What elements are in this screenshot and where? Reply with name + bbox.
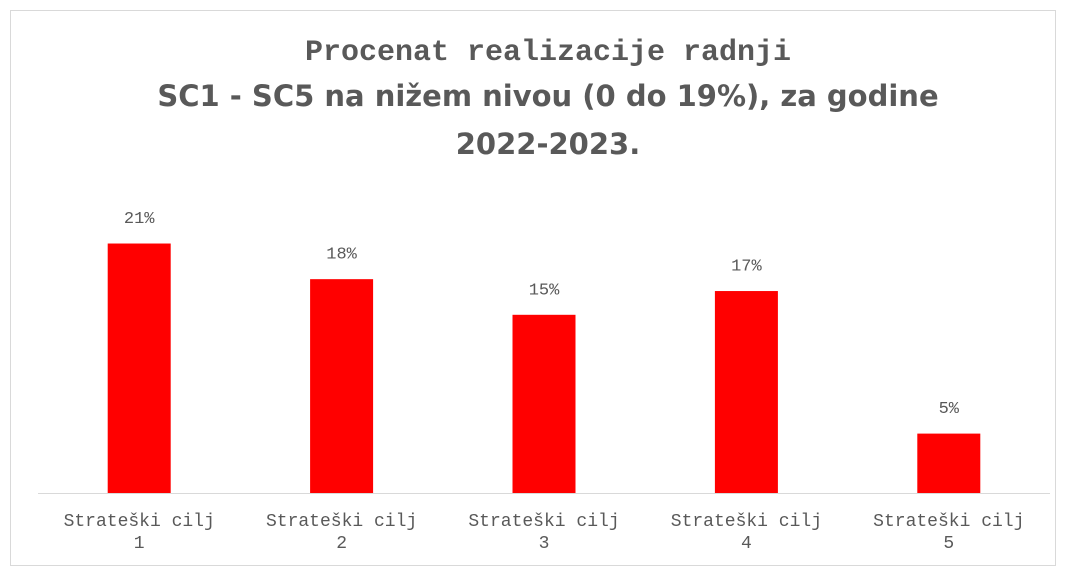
x-tick-label: Strateški cilj 4 (670, 512, 822, 554)
bar (310, 279, 374, 493)
x-tick-label: Strateški cilj 1 (63, 512, 215, 554)
bar (917, 433, 981, 493)
data-label: 18% (326, 246, 357, 265)
bar (107, 243, 171, 493)
x-tick-label: Strateški cilj 5 (873, 512, 1025, 554)
chart-title: SC1 - SC5 na nižem nivou (0 do 19%), za … (157, 79, 938, 113)
bar (512, 314, 576, 493)
data-label: 17% (731, 258, 762, 277)
chart-title: Procenat realizacije radnji (305, 36, 791, 70)
data-label: 5% (939, 400, 960, 419)
data-label: 21% (124, 210, 155, 229)
x-tick-label: Strateški cilj 2 (265, 512, 418, 554)
chart-title: 2022-2023. (456, 127, 640, 161)
x-tick-label: Strateški cilj 3 (468, 512, 620, 554)
bar (714, 291, 778, 493)
data-label: 15% (529, 281, 560, 300)
